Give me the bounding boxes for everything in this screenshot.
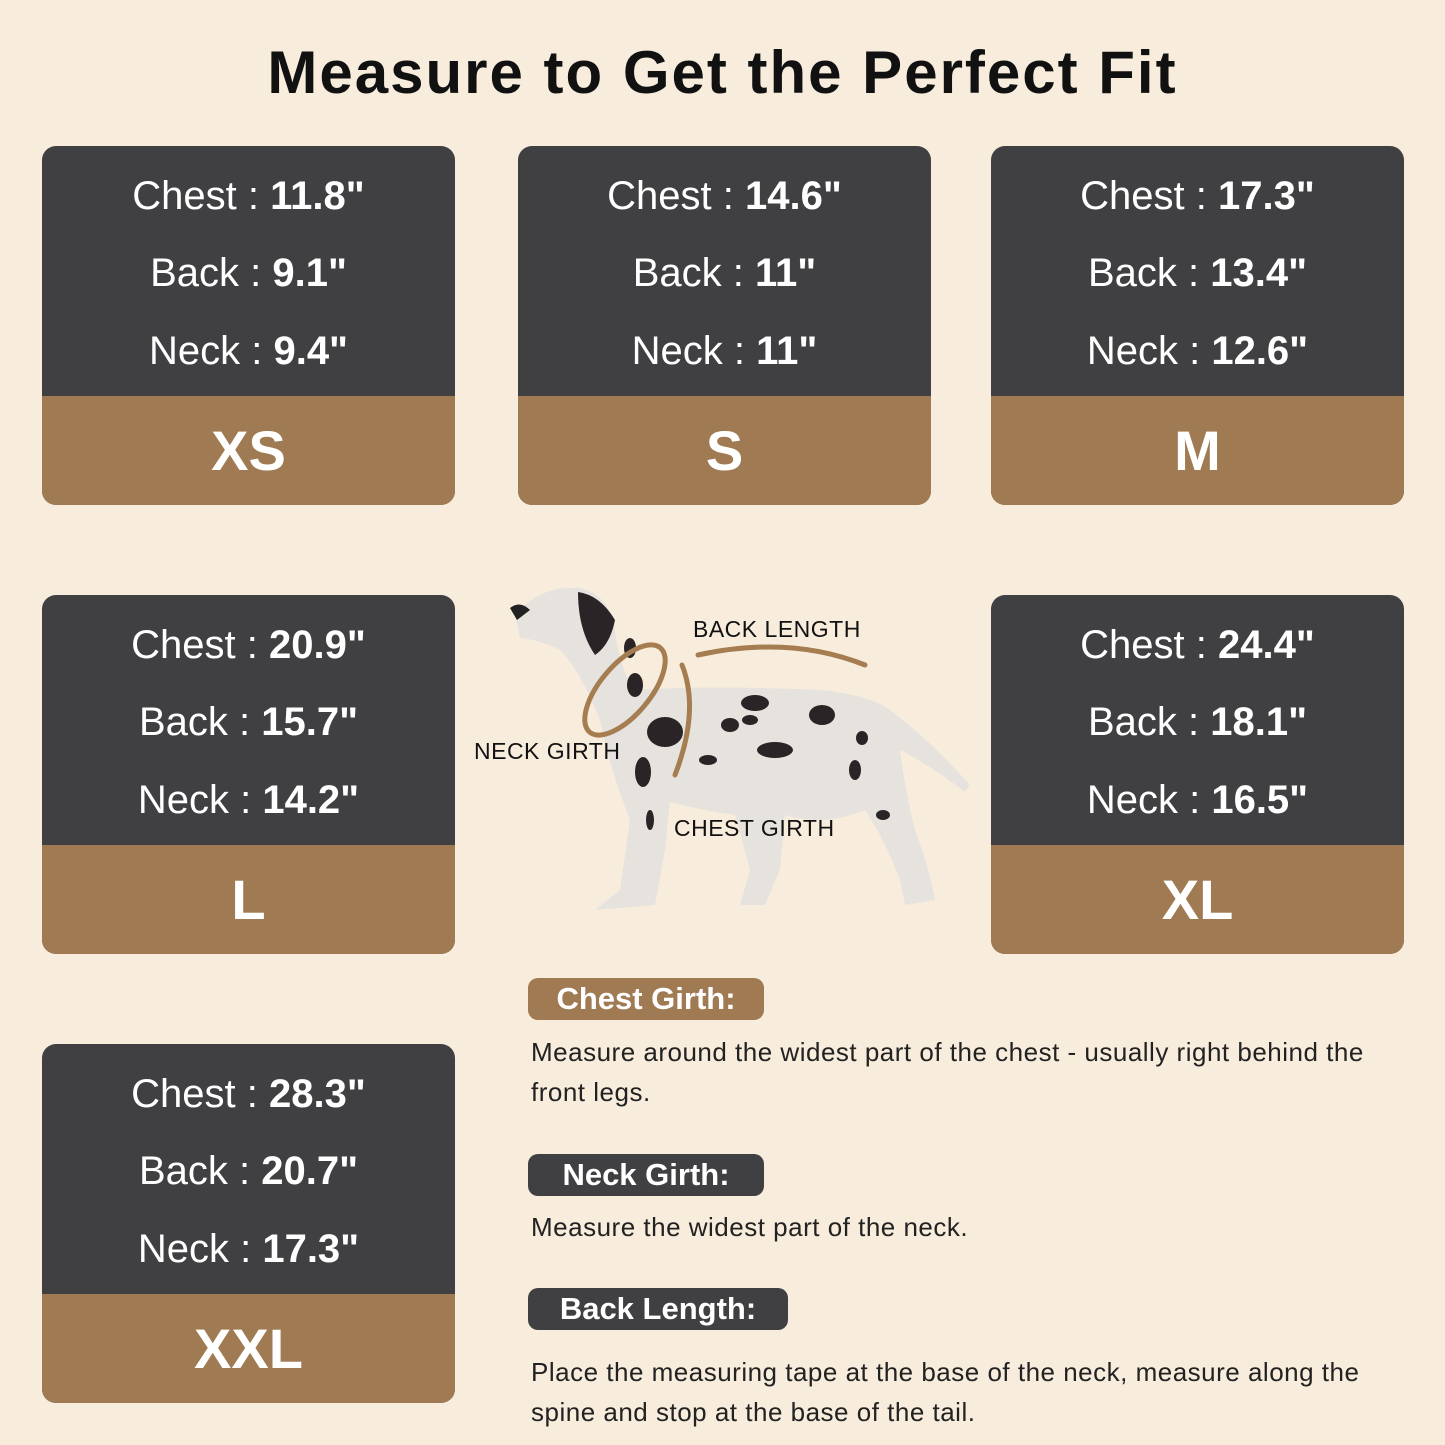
neck-value: 11" <box>756 328 818 373</box>
chest-label: Chest : <box>131 623 269 668</box>
dalmatian-illustration <box>510 587 970 910</box>
back-value: 11" <box>755 251 817 296</box>
neck-girth-heading: Neck Girth: <box>528 1154 764 1196</box>
chest-measurement: Chest : 28.3" <box>42 1072 455 1117</box>
back-label: Back : <box>138 700 262 745</box>
neck-girth-label: NECK GIRTH <box>474 738 621 764</box>
chest-measurement: Chest : 24.4" <box>991 623 1404 668</box>
neck-measurement: Neck : 17.3" <box>42 1227 455 1272</box>
neck-label: Neck : <box>631 328 757 373</box>
back-value: 9.1" <box>272 251 347 296</box>
chest-label: Chest : <box>131 1072 269 1117</box>
page-title: Measure to Get the Perfect Fit <box>267 39 1178 106</box>
neck-measurement: Neck : 12.6" <box>991 329 1404 374</box>
neck-value: 9.4" <box>273 328 349 373</box>
size-card-l: Chest : 20.9" Back : 15.7" Neck : 14.2" … <box>42 595 455 954</box>
neck-measurement: Neck : 14.2" <box>42 778 455 823</box>
chest-value: 11.8" <box>270 174 365 219</box>
size-card-xs: Chest : 11.8" Back : 9.1" Neck : 9.4" XS <box>42 146 455 505</box>
chest-label: Chest : <box>607 174 745 219</box>
neck-value: 16.5" <box>1211 777 1309 822</box>
chest-measurement: Chest : 17.3" <box>991 174 1404 219</box>
neck-label: Neck : <box>148 328 274 373</box>
neck-value: 14.2" <box>262 777 360 822</box>
back-length-heading: Back Length: <box>528 1288 788 1330</box>
chest-value: 17.3" <box>1218 174 1315 219</box>
chest-measurement: Chest : 11.8" <box>42 174 455 219</box>
chest-value: 14.6" <box>745 174 842 219</box>
back-label: Back : <box>632 251 755 296</box>
back-length-description: Place the measuring tape at the base of … <box>531 1357 1360 1427</box>
neck-measurement: Neck : 11" <box>518 329 931 374</box>
neck-measurement: Neck : 9.4" <box>42 329 455 374</box>
back-value: 18.1" <box>1210 700 1308 745</box>
neck-label: Neck : <box>1086 328 1212 373</box>
back-measurement: Back : 15.7" <box>42 700 455 745</box>
back-label: Back : <box>1087 700 1211 745</box>
back-measurement: Back : 20.7" <box>42 1149 455 1194</box>
size-card-m: Chest : 17.3" Back : 13.4" Neck : 12.6" … <box>991 146 1404 505</box>
neck-value: 17.3" <box>262 1226 360 1271</box>
neck-value: 12.6" <box>1211 328 1309 373</box>
size-label: L <box>42 845 455 954</box>
back-label: Back : <box>138 1149 262 1194</box>
back-length-label: BACK LENGTH <box>693 616 861 642</box>
chest-girth-description: Measure around the widest part of the ch… <box>531 1037 1364 1107</box>
size-label: XS <box>42 396 455 505</box>
chest-girth-heading: Chest Girth: <box>528 978 764 1020</box>
size-label: M <box>991 396 1404 505</box>
neck-measurement: Neck : 16.5" <box>991 778 1404 823</box>
chest-value: 24.4" <box>1218 623 1315 668</box>
chest-girth-label: CHEST GIRTH <box>674 815 835 841</box>
neck-girth-description: Measure the widest part of the neck. <box>531 1212 969 1242</box>
size-label: XL <box>991 845 1404 954</box>
back-value: 20.7" <box>261 1149 359 1194</box>
back-measurement: Back : 9.1" <box>42 251 455 296</box>
chest-label: Chest : <box>1080 174 1218 219</box>
size-card-xxl: Chest : 28.3" Back : 20.7" Neck : 17.3" … <box>42 1044 455 1403</box>
chest-label: Chest : <box>1080 623 1218 668</box>
neck-label: Neck : <box>137 777 263 822</box>
size-label: XXL <box>42 1294 455 1403</box>
back-measurement: Back : 18.1" <box>991 700 1404 745</box>
size-card-s: Chest : 14.6" Back : 11" Neck : 11" S <box>518 146 931 505</box>
chest-value: 28.3" <box>269 1072 366 1117</box>
chest-label: Chest : <box>132 174 271 219</box>
back-measurement: Back : 11" <box>518 251 931 296</box>
chest-value: 20.9" <box>269 623 366 668</box>
back-label: Back : <box>150 251 273 296</box>
chest-measurement: Chest : 20.9" <box>42 623 455 668</box>
back-value: 13.4" <box>1210 251 1308 296</box>
back-label: Back : <box>1087 251 1211 296</box>
neck-label: Neck : <box>1086 777 1212 822</box>
neck-label: Neck : <box>137 1226 263 1271</box>
size-card-xl: Chest : 24.4" Back : 18.1" Neck : 16.5" … <box>991 595 1404 954</box>
back-value: 15.7" <box>261 700 359 745</box>
chest-measurement: Chest : 14.6" <box>518 174 931 219</box>
back-measurement: Back : 13.4" <box>991 251 1404 296</box>
size-label: S <box>518 396 931 505</box>
